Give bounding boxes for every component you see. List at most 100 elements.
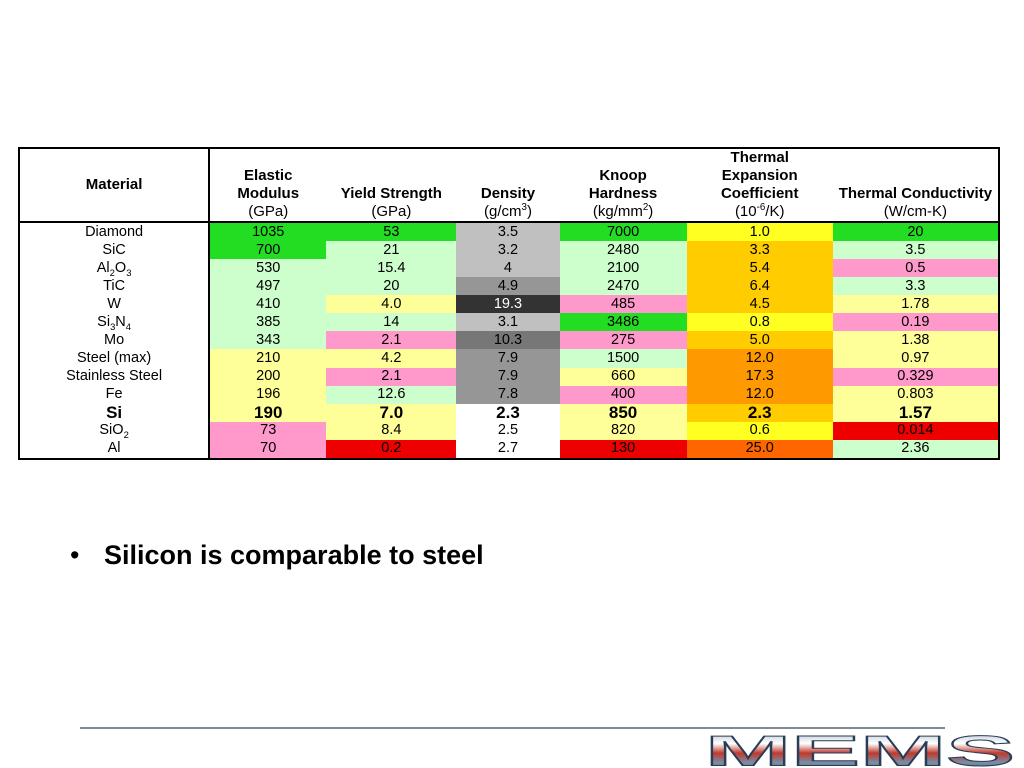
value-cell: 1.57: [832, 403, 999, 422]
value-cell: 6.4: [686, 277, 833, 296]
header-material-title: Material: [85, 176, 143, 193]
value-cell: 7.9: [456, 367, 560, 386]
value-cell: 12.6: [326, 385, 457, 404]
header-title: Thermal Expansion Coefficient: [720, 149, 799, 202]
value-cell: 1035: [209, 222, 327, 242]
value-cell: 7.9: [456, 349, 560, 368]
value-cell: 1.78: [832, 295, 999, 314]
value-cell: 21: [326, 241, 457, 260]
table-row: Fe 196 12.6 7.8 400 12.0 0.803: [19, 385, 999, 404]
material-cell: Si3N4: [19, 313, 211, 332]
header-title: Knoop Hardness: [588, 167, 658, 202]
value-cell: 0.2: [326, 439, 457, 459]
header-unit: (GPa): [248, 203, 289, 220]
header-row: Material Elastic Modulus (GPa) Yield Str…: [19, 148, 999, 222]
header-unit: (kg/mm2): [592, 202, 654, 220]
value-cell: 0.6: [686, 421, 833, 440]
value-cell: 275: [559, 331, 687, 350]
header-thermal-conductivity: Thermal Conductivity (W/cm-K): [833, 148, 999, 222]
material-cell: Al: [19, 439, 211, 459]
value-cell: 196: [209, 385, 327, 404]
value-cell: 3486: [559, 313, 687, 332]
table-row: Mo 343 2.1 10.3 275 5.0 1.38: [19, 331, 999, 350]
value-cell: 485: [559, 295, 687, 314]
material-cell: Fe: [19, 385, 211, 404]
header-material: Material: [19, 148, 211, 222]
header-thermal-expansion: Thermal Expansion Coefficient (10-6/K): [687, 148, 833, 222]
table-row: Al2O3 530 15.4 4 2100 5.4 0.5: [19, 259, 999, 278]
value-cell: 20: [832, 222, 999, 242]
value-cell: 660: [559, 367, 687, 386]
value-cell: 0.803: [832, 385, 999, 404]
value-cell: 2.7: [456, 439, 560, 459]
value-cell: 0.014: [832, 421, 999, 440]
value-cell: 8.4: [326, 421, 457, 440]
material-cell: SiC: [19, 241, 211, 260]
value-cell: 2100: [559, 259, 687, 278]
value-cell: 7.0: [326, 403, 457, 422]
value-cell: 410: [209, 295, 327, 314]
value-cell: 2.5: [456, 421, 560, 440]
value-cell: 2.1: [326, 331, 457, 350]
value-cell: 12.0: [686, 385, 833, 404]
header-title: Elastic Modulus: [237, 167, 300, 202]
value-cell: 19.3: [456, 295, 560, 314]
header-yield-strength: Yield Strength (GPa): [326, 148, 456, 222]
table-row: Al 70 0.2 2.7 130 25.0 2.36: [19, 439, 999, 459]
value-cell: 2.36: [832, 439, 999, 459]
material-cell: Mo: [19, 331, 211, 350]
value-cell: 3.5: [832, 241, 999, 260]
value-cell: 210: [209, 349, 327, 368]
value-cell: 25.0: [686, 439, 833, 459]
value-cell: 497: [209, 277, 327, 296]
value-cell: 10.3: [456, 331, 560, 350]
value-cell: 0.5: [832, 259, 999, 278]
header-unit: (g/cm3): [484, 202, 532, 220]
value-cell: 4: [456, 259, 560, 278]
value-cell: 1500: [559, 349, 687, 368]
value-cell: 4.9: [456, 277, 560, 296]
value-cell: 1.0: [686, 222, 833, 242]
table-row: Si3N4 385 14 3.1 3486 0.8 0.19: [19, 313, 999, 332]
table-row: SiO2 73 8.4 2.5 820 0.6 0.014: [19, 421, 999, 440]
value-cell: 14: [326, 313, 457, 332]
value-cell: 820: [559, 421, 687, 440]
value-cell: 7000: [559, 222, 687, 242]
table-row: Stainless Steel 200 2.1 7.9 660 17.3 0.329: [19, 367, 999, 386]
value-cell: 343: [209, 331, 327, 350]
header-title: Yield Strength: [340, 185, 442, 202]
value-cell: 0.97: [832, 349, 999, 368]
value-cell: 17.3: [686, 367, 833, 386]
value-cell: 530: [209, 259, 327, 278]
value-cell: 5.4: [686, 259, 833, 278]
value-cell: 4.0: [326, 295, 457, 314]
value-cell: 0.329: [832, 367, 999, 386]
material-cell: TiC: [19, 277, 211, 296]
table-row: Steel (max) 210 4.2 7.9 1500 12.0 0.97: [19, 349, 999, 368]
value-cell: 400: [559, 385, 687, 404]
value-cell: 1.38: [832, 331, 999, 350]
value-cell: 2.3: [456, 403, 560, 422]
value-cell: 70: [209, 439, 327, 459]
value-cell: 53: [326, 222, 457, 242]
footer-divider: [80, 727, 945, 729]
table-row: TiC 497 20 4.9 2470 6.4 3.3: [19, 277, 999, 296]
material-cell: W: [19, 295, 211, 314]
logo-text: MEMS: [705, 728, 1015, 768]
material-cell: Al2O3: [19, 259, 211, 278]
value-cell: 3.1: [456, 313, 560, 332]
value-cell: 73: [209, 421, 327, 440]
material-cell: Si: [19, 403, 211, 422]
value-cell: 700: [209, 241, 327, 260]
value-cell: 0.8: [686, 313, 833, 332]
value-cell: 4.2: [326, 349, 457, 368]
header-title: Thermal Conductivity: [838, 185, 993, 202]
value-cell: 385: [209, 313, 327, 332]
value-cell: 200: [209, 367, 327, 386]
header-unit: (GPa): [371, 203, 412, 220]
header-title: Density: [480, 185, 536, 202]
value-cell: 5.0: [686, 331, 833, 350]
value-cell: 3.2: [456, 241, 560, 260]
bullet-item: • Silicon is comparable to steel: [70, 540, 484, 571]
bullet-text: Silicon is comparable to steel: [104, 540, 484, 570]
